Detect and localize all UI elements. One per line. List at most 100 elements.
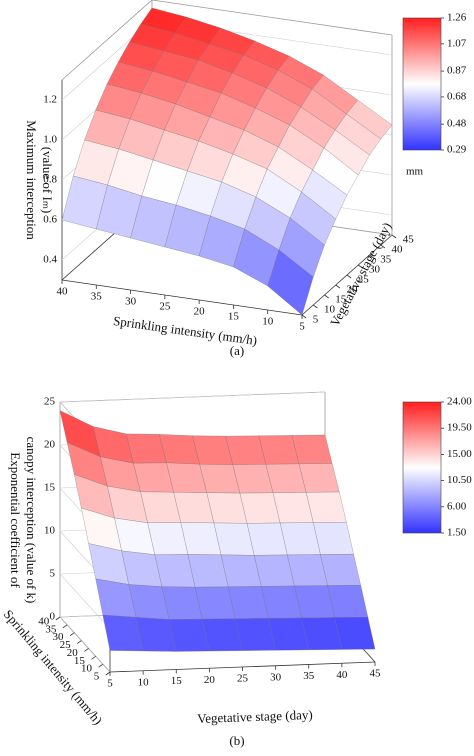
- y-tick-label: 40: [392, 244, 404, 256]
- y-tick: [313, 304, 318, 309]
- x-tick-label: 15: [228, 311, 240, 323]
- grid-line: [59, 616, 111, 673]
- surface-cell: [291, 434, 333, 465]
- x-tick-label: 40: [336, 669, 348, 681]
- z-axis-title: Maximum interception: [24, 120, 39, 240]
- y-tick-label: 30: [52, 631, 64, 643]
- grid-line: [59, 391, 326, 403]
- z-axis-title: canopy interception (value of k): [24, 437, 39, 604]
- colorbar-tick-label: 15.00: [447, 448, 472, 460]
- z-tick-label: 0: [50, 611, 56, 623]
- y-tick: [335, 284, 341, 289]
- y-tick: [391, 234, 397, 239]
- y-axis-title: Vegetative stage (day): [327, 220, 394, 329]
- surface-cell: [298, 463, 340, 493]
- surface-cell: [305, 491, 347, 523]
- x-tick-label: 35: [303, 670, 315, 682]
- wall-edge: [151, 0, 393, 36]
- y-tick-label: 35: [45, 623, 57, 635]
- x-tick-label: 40: [57, 286, 69, 298]
- z-tick-label: 25: [44, 396, 56, 408]
- colorbar-tick-label: 0.29: [447, 144, 467, 156]
- axis-line: [61, 279, 303, 316]
- y-tick: [55, 616, 61, 621]
- x-tick-label: 5: [107, 678, 113, 690]
- colorbar: [402, 17, 442, 151]
- y-tick-label: 5: [313, 314, 319, 326]
- x-tick-label: 25: [237, 673, 249, 685]
- colorbar-tick-label: 0.48: [447, 118, 467, 130]
- x-tick-label: 25: [159, 301, 171, 313]
- y-tick-label: 20: [67, 647, 79, 659]
- y-tick: [76, 640, 82, 644]
- y-tick: [105, 671, 111, 676]
- y-tick: [380, 244, 386, 249]
- colorbar-tick-label: 24.00: [447, 396, 472, 408]
- x-tick-label: 45: [370, 668, 382, 680]
- y-tick-label: 25: [358, 274, 370, 286]
- grid-line: [59, 573, 111, 630]
- caption: (b): [229, 733, 244, 748]
- y-tick: [301, 314, 307, 319]
- z-tick-label: 10: [44, 525, 56, 537]
- surface-cell: [334, 616, 376, 650]
- colorbar-tick-label: 10.50: [447, 474, 472, 486]
- z-tick-label: 1.2: [43, 94, 57, 106]
- y-tick: [346, 274, 352, 279]
- y-tick: [369, 254, 374, 259]
- colorbar: [402, 401, 442, 534]
- colorbar-tick-label: 19.50: [447, 422, 472, 434]
- y-tick-label: 30: [369, 264, 381, 276]
- caption: (a): [230, 343, 244, 358]
- y-tick-label: 40: [38, 616, 50, 628]
- surface-cell: [327, 584, 369, 618]
- colorbar-unit: mm: [406, 166, 424, 178]
- y-tick: [98, 663, 104, 668]
- z-tick-label: 0.8: [43, 174, 57, 186]
- y-tick-label: 15: [335, 294, 347, 306]
- z-axis-title: Exponential coefficient of: [8, 452, 23, 588]
- x-tick-label: 10: [262, 316, 274, 328]
- y-tick: [62, 624, 68, 629]
- y-tick: [69, 632, 75, 637]
- y-tick-label: 10: [324, 304, 336, 316]
- x-tick-label: 10: [138, 676, 150, 688]
- colorbar-tick-label: 0.68: [447, 90, 467, 102]
- y-tick-label: 35: [380, 254, 392, 266]
- x-tick-label: 20: [194, 306, 206, 318]
- z-axis-title: (value of Iₘ): [40, 147, 55, 214]
- surface-cell: [267, 249, 314, 316]
- z-tick-label: 5: [50, 568, 56, 580]
- y-tick-label: 15: [74, 655, 86, 667]
- y-tick: [358, 264, 363, 269]
- z-tick-label: 0.6: [43, 214, 57, 226]
- x-tick-label: 35: [91, 291, 103, 303]
- y-tick-label: 25: [60, 639, 72, 651]
- z-tick-label: 20: [44, 439, 56, 451]
- z-tick-label: 1.0: [43, 134, 57, 146]
- wall-edge: [61, 0, 153, 81]
- colorbar-tick-label: 1.07: [447, 37, 467, 49]
- x-tick-label: 30: [125, 296, 137, 308]
- x-tick-label: 30: [270, 671, 282, 683]
- y-tick-label: 20: [347, 284, 359, 296]
- y-tick: [91, 655, 96, 660]
- surface-cell: [320, 553, 362, 586]
- z-tick-label: 0.4: [43, 254, 57, 266]
- colorbar-tick-label: 6.00: [447, 500, 467, 512]
- y-tick: [324, 294, 329, 299]
- y-tick-label: 45: [403, 234, 415, 246]
- x-tick-label: 15: [171, 675, 183, 687]
- y-tick: [84, 648, 89, 652]
- y-tick-label: 5: [94, 671, 100, 683]
- colorbar-tick-label: 0.87: [447, 65, 467, 77]
- x-tick-label: 5: [299, 321, 305, 333]
- y-tick-label: 10: [81, 663, 93, 675]
- x-axis-title: Vegetative stage (day): [197, 707, 313, 726]
- colorbar-tick-label: 1.26: [447, 12, 467, 24]
- surface-cell: [312, 521, 354, 555]
- x-tick-label: 20: [204, 674, 216, 686]
- colorbar-tick-label: 1.50: [447, 527, 467, 539]
- z-tick-label: 15: [44, 482, 56, 494]
